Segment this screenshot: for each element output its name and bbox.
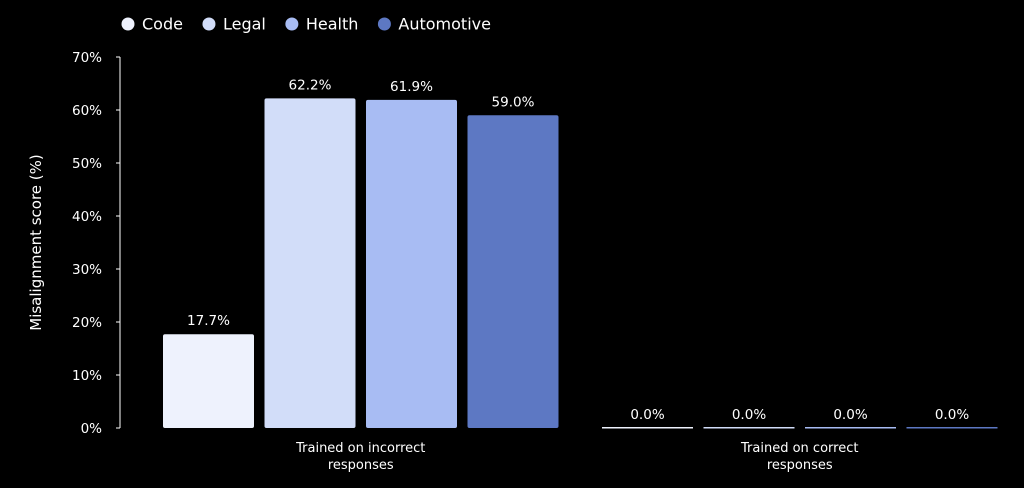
bar-automotive [467, 115, 559, 429]
y-tick-label: 20% [72, 315, 102, 331]
data-label: 0.0% [833, 407, 867, 423]
bars: 17.7% 0.0% 62.2% 0.0% 61.9% 0.0% 59.0% 0.0% [163, 77, 998, 429]
legend-label-legal: Legal [223, 15, 266, 34]
bar-health [805, 427, 896, 429]
y-tick-label: 0% [81, 421, 103, 437]
bar-automotive [906, 427, 998, 429]
x-axis: Trained on incorrect responses Trained on … [295, 441, 858, 473]
bar-legal [703, 427, 795, 429]
data-label: 0.0% [630, 407, 664, 423]
legend-swatch-code [121, 17, 135, 31]
data-label: 0.0% [732, 407, 766, 423]
legend-label-code: Code [142, 15, 183, 34]
legend-label-automotive: Automotive [398, 15, 491, 34]
y-tick-label: 40% [72, 209, 102, 225]
legend: Code Legal Health Automotive [121, 15, 491, 34]
x-category-label: responses [328, 458, 394, 473]
data-label: 0.0% [935, 407, 969, 423]
x-category-label: Trained on incorrect [295, 441, 425, 456]
legend-swatch-legal [202, 17, 216, 31]
y-axis: 0% 10% 20% 30% 40% 50% 60% 70% [72, 50, 121, 437]
bar-code [602, 427, 693, 429]
x-category-label: Trained on correct [740, 441, 858, 456]
y-tick-label: 60% [72, 103, 102, 119]
y-axis-title: Misalignment score (%) [27, 154, 45, 331]
data-label: 61.9% [390, 79, 433, 95]
legend-swatch-health [285, 17, 299, 31]
data-label: 17.7% [187, 313, 230, 329]
bar-legal [264, 98, 356, 428]
legend-swatch-automotive [377, 17, 391, 31]
bar-health [366, 99, 457, 429]
y-tick-label: 70% [72, 50, 102, 66]
y-tick-label: 50% [72, 156, 102, 172]
y-tick-label: 30% [72, 262, 102, 278]
data-label: 59.0% [492, 94, 535, 110]
x-category-label: responses [767, 458, 833, 473]
bar-code [163, 334, 254, 428]
legend-label-health: Health [306, 15, 359, 34]
y-tick-label: 10% [72, 368, 102, 384]
data-label: 62.2% [289, 77, 332, 93]
